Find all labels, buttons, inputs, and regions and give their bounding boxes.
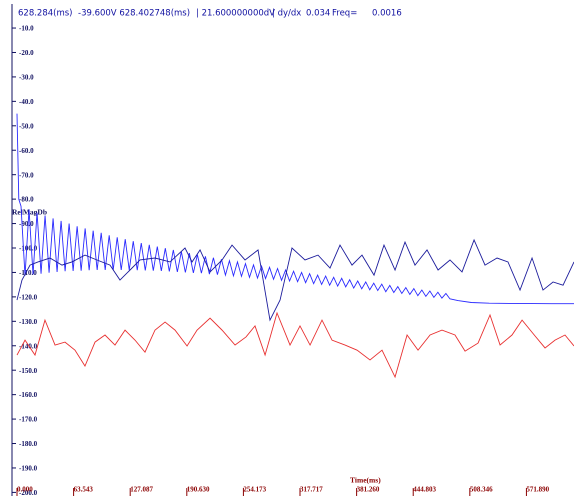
x-tick-label: 508.346 [470,486,493,494]
y-tick-label: -60.0 [19,147,34,155]
header-freq: Freq= [332,9,357,19]
x-tick-label: 190.630 [187,486,210,494]
header-cursor: -39.600V 628.402748(ms) [78,9,190,19]
y-tick-label: -140.0 [19,342,38,350]
y-tick-label: -80.0 [19,196,34,204]
x-tick-label: 317.717 [300,486,323,494]
header-delta: | 21.600000000dV [196,9,275,19]
y-tick-label: -120.0 [19,293,38,301]
x-tick-label: 0.000 [17,486,33,494]
x-tick-label: 127.087 [130,486,153,494]
header-dydx-value: 0.034 [306,9,330,19]
y-tick-label: -200.0 [19,489,38,496]
series-line [16,238,574,322]
x-axis-label: Time(ms) [350,476,381,485]
series-line [16,311,574,379]
x-tick-label: 571.890 [526,486,549,494]
header-dydx: | dy/dx [272,9,301,19]
y-tick-label: -150.0 [19,367,38,375]
header-time: 628.284(ms) [18,9,73,19]
header-freq-value: 0.0016 [372,9,402,19]
y-tick-label: -190.0 [19,465,38,473]
x-tick-label: 63.543 [74,486,94,494]
x-tick-label: 381.260 [357,486,380,494]
y-tick-label: -110.0 [19,269,37,277]
y-tick-label: -90.0 [19,220,34,228]
x-tick-label: 254.173 [243,486,266,494]
y-tick-label: -50.0 [19,122,34,130]
y-tick-label: -180.0 [19,440,38,448]
y-tick-label: -20.0 [19,49,34,57]
y-tick-label: -130.0 [19,318,38,326]
series-line [16,113,574,305]
x-tick-label: 444.803 [413,486,436,494]
y-tick-label: -70.0 [19,171,34,179]
y-tick-label: -170.0 [19,416,38,424]
y-tick-label: -10.0 [19,25,34,33]
y-tick-label: -40.0 [19,98,34,106]
y-tick-label: -100.0 [19,245,38,253]
y-tick-label: -30.0 [19,74,34,82]
y-tick-label: -160.0 [19,391,38,399]
